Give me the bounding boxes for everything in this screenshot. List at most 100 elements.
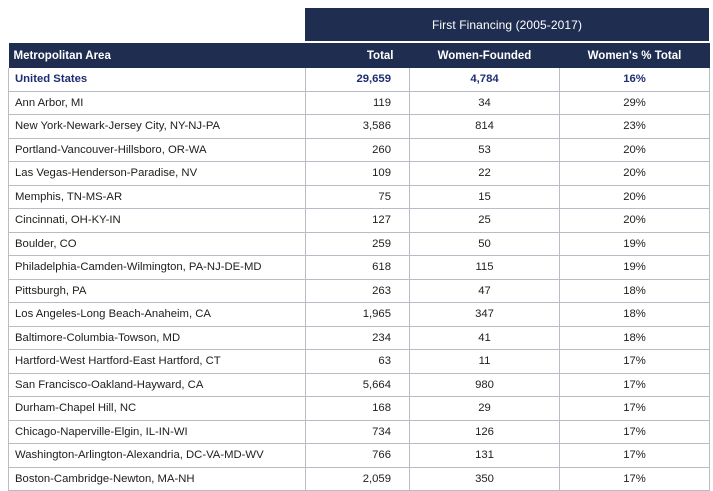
cell-women-founded: 11 <box>409 349 560 374</box>
cell-metro-area: Boston-Cambridge-Newton, MA-NH <box>8 466 306 491</box>
cell-total: 260 <box>305 137 410 162</box>
cell-women-founded: 347 <box>409 302 560 327</box>
cell-metro-area: Durham-Chapel Hill, NC <box>8 396 306 421</box>
table-row: Cincinnati, OH-KY-IN 127 25 20% <box>8 208 710 233</box>
cell-metro-area: Baltimore-Columbia-Towson, MD <box>8 325 306 350</box>
cell-metro-area: Pittsburgh, PA <box>8 278 306 303</box>
table-row: Memphis, TN-MS-AR 75 15 20% <box>8 184 710 209</box>
cell-women-founded: 350 <box>409 466 560 491</box>
cell-women-founded: 34 <box>409 90 560 115</box>
metro-financing-table: Metropolitan Area Total Women-Founded Wo… <box>8 43 710 491</box>
cell-total: 259 <box>305 231 410 256</box>
cell-womens-pct: 20% <box>559 184 710 209</box>
cell-women-founded: 53 <box>409 137 560 162</box>
table-row: Las Vegas-Henderson-Paradise, NV 109 22 20% <box>8 161 710 186</box>
cell-womens-pct: 20% <box>559 161 710 186</box>
cell-womens-pct: 17% <box>559 419 710 444</box>
cell-metro-area: Ann Arbor, MI <box>8 90 306 115</box>
cell-metro-area: Las Vegas-Henderson-Paradise, NV <box>8 161 306 186</box>
cell-metro-area: Portland-Vancouver-Hillsboro, OR-WA <box>8 137 306 162</box>
cell-metro-area: Chicago-Naperville-Elgin, IL-IN-WI <box>8 419 306 444</box>
cell-metro-area: Washington-Arlington-Alexandria, DC-VA-M… <box>8 443 306 468</box>
column-header-women-founded: Women-Founded <box>409 43 560 68</box>
cell-womens-pct: 20% <box>559 137 710 162</box>
cell-womens-pct: 17% <box>559 466 710 491</box>
cell-womens-pct: 23% <box>559 114 710 139</box>
table-row: New York-Newark-Jersey City, NY-NJ-PA 3,5… <box>8 114 710 139</box>
cell-total: 766 <box>305 443 410 468</box>
cell-womens-pct: 17% <box>559 396 710 421</box>
cell-womens-pct: 17% <box>559 349 710 374</box>
cell-metro-area: Boulder, CO <box>8 231 306 256</box>
cell-metro-area: Hartford-West Hartford-East Hartford, CT <box>8 349 306 374</box>
cell-metro-area: Memphis, TN-MS-AR <box>8 184 306 209</box>
table-row: Boulder, CO 259 50 19% <box>8 231 710 256</box>
cell-total: 63 <box>305 349 410 374</box>
cell-total: 734 <box>305 419 410 444</box>
table-row: Durham-Chapel Hill, NC 168 29 17% <box>8 396 710 421</box>
column-header-total: Total <box>305 43 410 68</box>
cell-total: 75 <box>305 184 410 209</box>
cell-women-founded: 25 <box>409 208 560 233</box>
cell-total: 618 <box>305 255 410 280</box>
cell-womens-pct: 19% <box>559 231 710 256</box>
column-header-metro: Metropolitan Area <box>8 43 306 68</box>
cell-women-founded: 29 <box>409 396 560 421</box>
cell-womens-pct: 18% <box>559 325 710 350</box>
cell-total: 3,586 <box>305 114 410 139</box>
cell-metro-area: New York-Newark-Jersey City, NY-NJ-PA <box>8 114 306 139</box>
cell-total: 109 <box>305 161 410 186</box>
table-row: San Francisco-Oakland-Hayward, CA 5,664 98… <box>8 372 710 397</box>
cell-women-founded: 126 <box>409 419 560 444</box>
cell-womens-pct: 18% <box>559 278 710 303</box>
table-row: Pittsburgh, PA 263 47 18% <box>8 278 710 303</box>
cell-total: 5,664 <box>305 372 410 397</box>
table-body: United States 29,659 4,784 16% Ann Arbor, MI… <box>8 68 710 491</box>
cell-metro-area: Cincinnati, OH-KY-IN <box>8 208 306 233</box>
table-row: Baltimore-Columbia-Towson, MD 234 41 18% <box>8 325 710 350</box>
cell-total: 29,659 <box>305 68 410 92</box>
table-row: Ann Arbor, MI 119 34 29% <box>8 90 710 115</box>
cell-total: 234 <box>305 325 410 350</box>
cell-women-founded: 41 <box>409 325 560 350</box>
cell-women-founded: 4,784 <box>409 68 560 92</box>
cell-metro-area: United States <box>8 68 306 92</box>
cell-women-founded: 50 <box>409 231 560 256</box>
table-row-united-states: United States 29,659 4,784 16% <box>8 68 710 92</box>
cell-total: 2,059 <box>305 466 410 491</box>
cell-metro-area: Philadelphia-Camden-Wilmington, PA-NJ-DE… <box>8 255 306 280</box>
cell-women-founded: 131 <box>409 443 560 468</box>
cell-womens-pct: 29% <box>559 90 710 115</box>
table-row: Boston-Cambridge-Newton, MA-NH 2,059 350 17… <box>8 466 710 491</box>
table-row: Portland-Vancouver-Hillsboro, OR-WA 260 53… <box>8 137 710 162</box>
cell-metro-area: San Francisco-Oakland-Hayward, CA <box>8 372 306 397</box>
cell-womens-pct: 16% <box>559 68 710 92</box>
column-header-womens-pct: Women's % Total <box>559 43 710 68</box>
cell-womens-pct: 19% <box>559 255 710 280</box>
cell-women-founded: 814 <box>409 114 560 139</box>
cell-total: 168 <box>305 396 410 421</box>
cell-womens-pct: 17% <box>559 443 710 468</box>
group-header-first-financing: First Financing (2005-2017) <box>305 8 709 41</box>
cell-women-founded: 115 <box>409 255 560 280</box>
cell-women-founded: 47 <box>409 278 560 303</box>
table-row: Washington-Arlington-Alexandria, DC-VA-M… <box>8 443 710 468</box>
cell-womens-pct: 20% <box>559 208 710 233</box>
cell-total: 1,965 <box>305 302 410 327</box>
cell-women-founded: 980 <box>409 372 560 397</box>
cell-women-founded: 15 <box>409 184 560 209</box>
table-row: Philadelphia-Camden-Wilmington, PA-NJ-DE… <box>8 255 710 280</box>
cell-women-founded: 22 <box>409 161 560 186</box>
table-row: Los Angeles-Long Beach-Anaheim, CA 1,965 3… <box>8 302 710 327</box>
cell-total: 263 <box>305 278 410 303</box>
table-row: Hartford-West Hartford-East Hartford, CT… <box>8 349 710 374</box>
header-row: Metropolitan Area Total Women-Founded Wo… <box>8 43 710 68</box>
table-header: Metropolitan Area Total Women-Founded Wo… <box>8 43 710 68</box>
cell-womens-pct: 17% <box>559 372 710 397</box>
table-row: Chicago-Naperville-Elgin, IL-IN-WI 734 126… <box>8 419 710 444</box>
cell-total: 119 <box>305 90 410 115</box>
cell-total: 127 <box>305 208 410 233</box>
cell-womens-pct: 18% <box>559 302 710 327</box>
cell-metro-area: Los Angeles-Long Beach-Anaheim, CA <box>8 302 306 327</box>
